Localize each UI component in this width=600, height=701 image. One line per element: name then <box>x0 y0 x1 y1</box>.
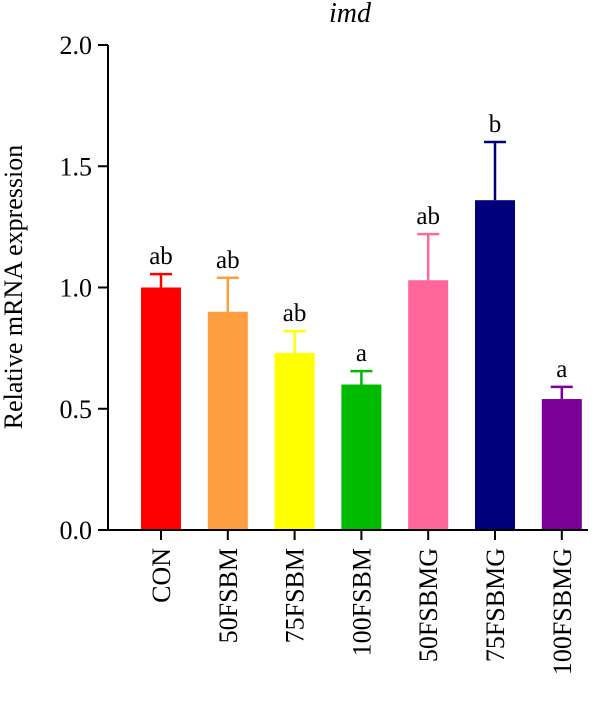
x-axis: CON 50FSBM 75FSBM 100FSBM 50FSBMG 75FSBMG 100F… <box>108 529 588 675</box>
y-tick-label: 1.5 <box>60 152 93 181</box>
x-tick-label: 75FSBM <box>281 548 310 643</box>
bar-50fsbmg <box>408 280 449 530</box>
bar-con <box>141 287 181 530</box>
significance-label: ab <box>216 247 240 274</box>
significance-label: ab <box>416 203 440 230</box>
significance-label: a <box>556 356 567 383</box>
bar-50fsbm <box>207 311 248 530</box>
x-tick-label: 75FSBMG <box>481 548 510 662</box>
y-tick-label: 0.0 <box>60 516 93 545</box>
bar-75fsbmg <box>475 200 515 530</box>
x-tick-label: 100FSBM <box>347 548 376 656</box>
bars-group: ab ab ab a ab b a <box>141 111 582 530</box>
x-tick-label: 100FSBMG <box>548 548 577 675</box>
significance-label: ab <box>283 300 307 327</box>
bar-75fsbm <box>274 352 315 530</box>
x-tick-label: 50FSBM <box>214 548 243 643</box>
y-tick-label: 2.0 <box>60 31 93 60</box>
significance-label: b <box>489 111 502 138</box>
y-axis-label: Relative mRNA expression <box>0 145 28 430</box>
y-tick-label: 1.0 <box>60 274 93 303</box>
significance-label: a <box>356 340 367 367</box>
significance-label: ab <box>149 243 173 270</box>
bar-100fsbmg <box>541 399 582 530</box>
x-tick-label: CON <box>147 548 176 603</box>
chart-title: imd <box>329 0 372 29</box>
bar-100fsbm <box>341 384 382 530</box>
x-tick-label: 50FSBMG <box>414 548 443 662</box>
y-tick-label: 0.5 <box>60 395 93 424</box>
y-axis: 0.0 0.5 1.0 1.5 2.0 <box>60 31 109 545</box>
